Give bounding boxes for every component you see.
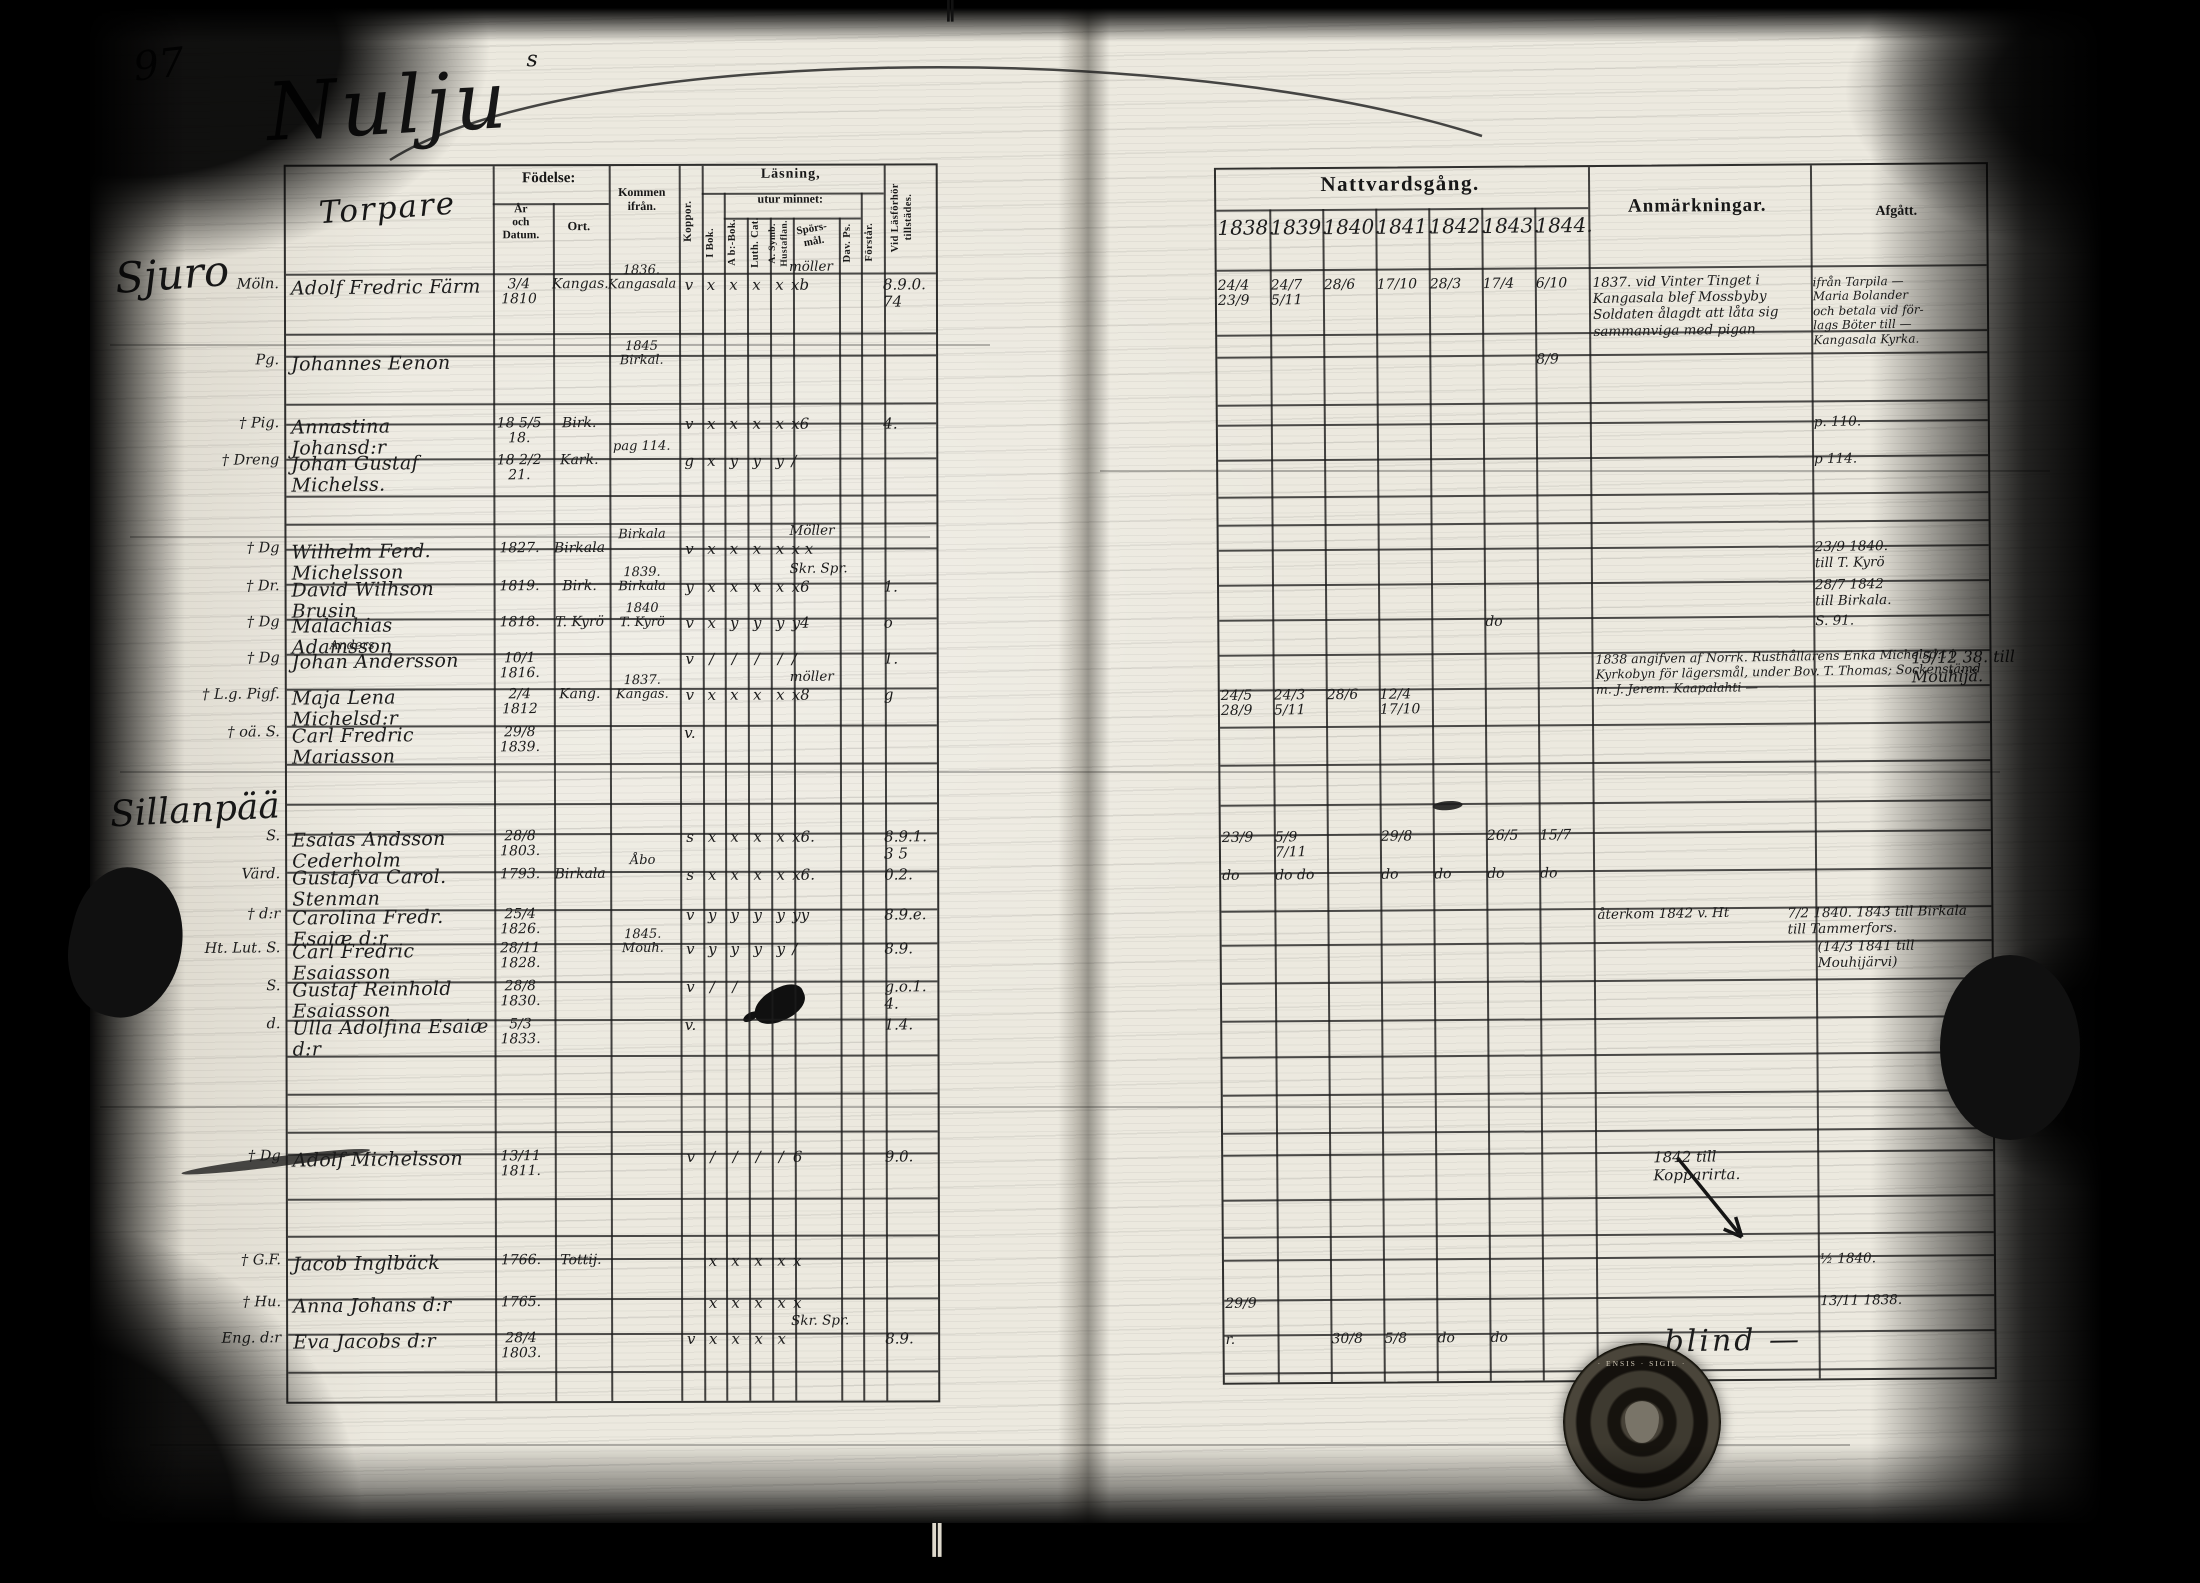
right-cell-y0: 23/9 — [1221, 829, 1254, 846]
right-cell-y1: 24/7 5/11 — [1270, 277, 1303, 309]
right-cell-afg: 1842 till Kopparirta. — [1652, 1147, 1741, 1185]
right-cell-afg: 7/2 1840. 1843 till Birkala till Tammerf… — [1787, 902, 1968, 938]
right-cell-afg: p 114. — [1813, 450, 1858, 468]
grid-line — [1223, 1127, 1994, 1135]
right-cell-afg: ifrån Tarpila — Maria Bolander och betal… — [1812, 273, 1924, 347]
right-cell-y4: do — [1437, 1330, 1456, 1347]
right-cell-y0: 24/4 23/9 — [1217, 277, 1250, 309]
right-cell-y1: 5/9 7/11 — [1274, 829, 1307, 861]
right-cell-anm: 1837. vid Vinter Tinget i Kangasala blef… — [1592, 272, 1779, 340]
right-cell-y3: 12/4 17/10 — [1379, 686, 1421, 718]
right-cell-y3: do — [1380, 866, 1399, 883]
grid-line — [1216, 207, 1589, 212]
right-cell-afg: 28/7 1842 till Birkala. — [1814, 576, 1892, 610]
year-header: 1843. — [1482, 213, 1540, 239]
right-cell-y4: 28/3 — [1429, 275, 1462, 293]
right-cell-afg: (14/3 1841 till Mouhijärvi) — [1817, 937, 1915, 972]
right-cell-afg: ½ 1840. — [1819, 1250, 1877, 1268]
right-cell-y1: 24/3 5/11 — [1273, 687, 1306, 719]
parish-seal: · ENSIS · SIGIL · — [1563, 1343, 1721, 1501]
right-cell-afg: 23/9 1840. till T. Kyrö — [1814, 538, 1889, 572]
year-header: 1841. — [1376, 213, 1434, 239]
right-cell-y2: 30/8 — [1331, 1330, 1364, 1348]
grid-line — [1223, 1194, 1994, 1202]
right-cell-y1: do do — [1275, 866, 1315, 884]
seal-crest-icon — [1625, 1401, 1659, 1443]
right-cell-y5: 17/4 — [1482, 275, 1515, 293]
right-cell-y6: do — [1539, 865, 1558, 882]
right-cell-y3: 17/10 — [1376, 276, 1418, 293]
year-header: 1838. — [1217, 215, 1275, 241]
right-cell-afg: S. 91. — [1815, 612, 1855, 630]
grid-line — [1217, 399, 1988, 407]
grid-line — [1220, 799, 1991, 807]
right-cell-afg: p. 110. — [1813, 413, 1862, 431]
right-cell-anm: blind — — [1664, 1322, 1803, 1360]
right-cell-afg: 15/12 38. till Mouhijä. — [1911, 646, 2016, 687]
right-cell-y0: do — [1222, 867, 1240, 884]
grid-line — [1223, 1231, 1994, 1239]
right-cell-y5: do — [1490, 1329, 1509, 1347]
year-header: 1840. — [1323, 214, 1381, 240]
spine-mark-top: ‖ — [944, 0, 956, 22]
right-cell-afg: 13/11 1838. — [1820, 1291, 1903, 1310]
right-cell-y0: 24/5 28/9 — [1220, 687, 1253, 719]
grid-line — [1218, 519, 1989, 527]
right-cell-y6: 8/9 — [1536, 351, 1560, 368]
right-cell-y5: do — [1485, 613, 1503, 631]
right-cell-y5: 26/5 — [1486, 827, 1519, 845]
seal-ring-text: · ENSIS · SIGIL · — [1597, 1359, 1687, 1368]
right-cell-anm: återkom 1842 v. Ht — [1597, 904, 1730, 923]
right-cell-y2: 28/6 — [1326, 686, 1359, 704]
year-header: 1842. — [1429, 213, 1487, 239]
right-cell-y5: do — [1486, 865, 1505, 883]
right-cell-y6: 6/10 — [1535, 275, 1568, 292]
right-cell-y4: do — [1433, 866, 1452, 883]
grid-line — [1222, 1089, 1993, 1097]
year-header: 1844. — [1535, 212, 1593, 238]
right-row-0: 24/4 23/9 24/7 5/11 28/6 17/10 28/3 17/4 6/10 1… — [0, 272, 2197, 347]
spine-mark-bottom: ‖ — [928, 1518, 945, 1558]
grid-line — [1216, 264, 1987, 272]
right-cell-y3: 29/8 — [1380, 828, 1413, 845]
year-header: 1839. — [1270, 214, 1328, 240]
right-cell-y2: 28/6 — [1323, 276, 1356, 294]
right-cell-y0: r. — [1225, 1331, 1236, 1348]
right-cell-y3: 5/8 — [1384, 1330, 1408, 1347]
right-cell-y6: 15/7 — [1539, 827, 1572, 844]
right-cell-y0: 29/9 — [1225, 1295, 1257, 1312]
